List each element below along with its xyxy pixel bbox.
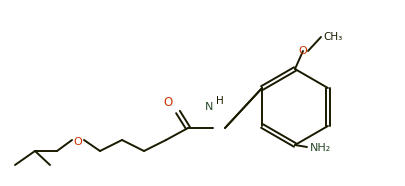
- Text: O: O: [298, 46, 307, 56]
- Text: H: H: [215, 96, 223, 106]
- Text: N: N: [204, 102, 213, 112]
- Text: CH₃: CH₃: [322, 32, 341, 42]
- Text: O: O: [73, 137, 82, 147]
- Text: NH₂: NH₂: [309, 143, 330, 153]
- Text: O: O: [163, 95, 172, 108]
